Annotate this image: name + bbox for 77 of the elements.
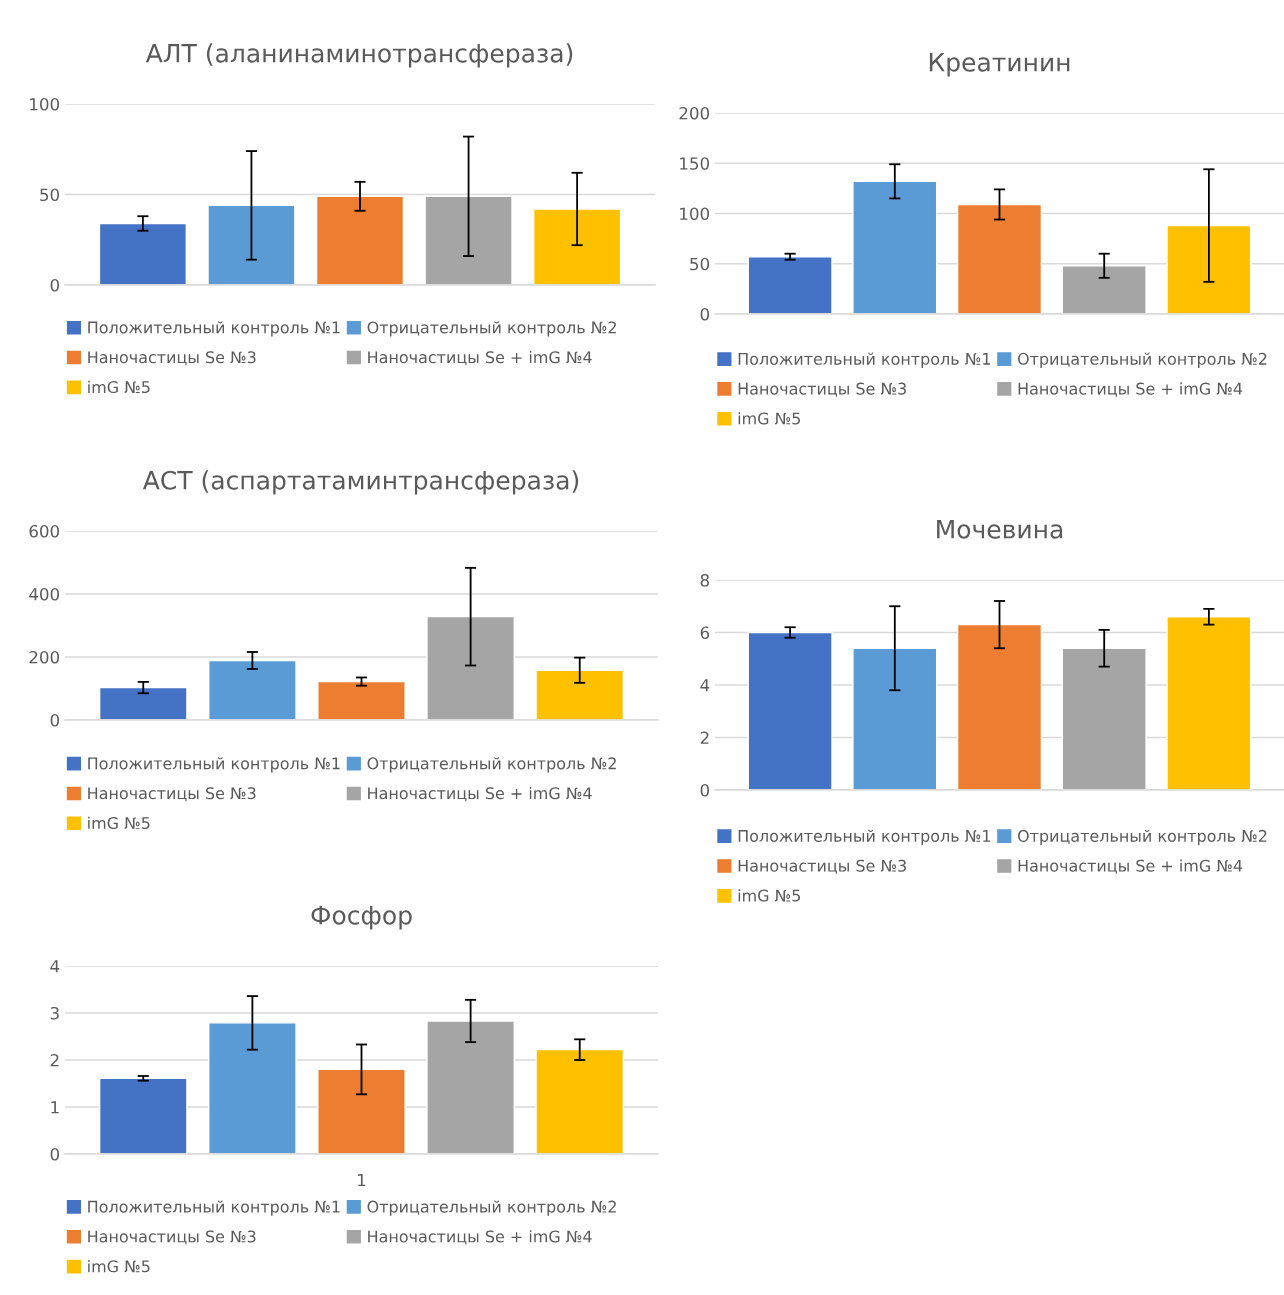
bar [852, 647, 938, 790]
y-tick-label: 150 [680, 157, 710, 170]
legend-label: Наночастицы Se + imG №4 [368, 350, 592, 366]
bar [852, 180, 938, 314]
bar [208, 1022, 297, 1154]
y-tick-label: 0 [50, 713, 60, 727]
chart-title: Фосфор [311, 906, 412, 930]
legend-label: Положительный контроль №1 [738, 352, 991, 368]
legend-label: Положительный контроль №1 [88, 1200, 340, 1216]
legend-label: Положительный контроль №1 [88, 321, 340, 337]
legend-label: Отрицательный контроль №2 [367, 321, 616, 337]
y-tick-label: 1 [51, 1101, 59, 1114]
y-tick-label: 2 [50, 1053, 59, 1067]
bar [747, 256, 833, 314]
chart-title: Креатинин [929, 53, 1070, 77]
bar [1166, 224, 1252, 314]
legend-label: Положительный контроль №1 [738, 829, 991, 846]
bar [426, 615, 515, 720]
y-tick-label: 0 [50, 1147, 60, 1161]
y-tick-label: 3 [50, 1006, 59, 1020]
bar [533, 208, 622, 285]
legend-label: Наночастицы Se №3 [738, 382, 906, 397]
chart-title: АЛТ (аланинаминотрансфераза) [145, 43, 573, 68]
legend-label: imG №5 [88, 816, 150, 830]
bar [1061, 647, 1147, 790]
legend-label: imG №5 [738, 889, 800, 902]
y-tick-label: 4 [700, 679, 710, 692]
bar [315, 195, 405, 285]
y-tick-label: 200 [679, 106, 710, 120]
bar [747, 631, 833, 790]
legend-label: Отрицательный контроль №2 [1017, 829, 1267, 846]
y-tick-label: 4 [50, 960, 60, 973]
bar [535, 669, 625, 720]
bar [207, 204, 296, 285]
legend-label: Наночастицы Se + imG №4 [368, 1230, 592, 1245]
y-tick-label: 100 [30, 97, 60, 111]
legend-label: Положительный контроль №1 [88, 757, 340, 773]
legend-label: Наночастицы Se №3 [88, 1230, 256, 1245]
legend-label: imG №5 [88, 1260, 150, 1273]
bar [535, 1048, 625, 1154]
legend-label: imG №5 [88, 380, 150, 394]
legend-label: Наночастицы Se + imG №4 [1018, 382, 1243, 397]
y-tick-label: 6 [700, 626, 710, 640]
y-tick-label: 50 [40, 188, 60, 202]
bar [426, 1020, 515, 1154]
y-tick-label: 8 [700, 573, 709, 587]
y-tick-label: 200 [29, 650, 60, 664]
bar [208, 659, 297, 720]
bar [317, 680, 406, 720]
legend-label: Наночастицы Se №3 [88, 787, 256, 802]
bar [317, 1068, 406, 1154]
chart-title: АСТ (аспартатаминтрансфераза) [142, 470, 579, 495]
chart-title: Мочевина [937, 520, 1063, 539]
bar [956, 203, 1043, 314]
bar [1166, 616, 1252, 790]
y-tick-label: 0 [700, 307, 710, 321]
y-tick-label: 2 [700, 731, 709, 744]
legend-label: Отрицательный контроль №2 [367, 1200, 616, 1216]
bar [956, 623, 1043, 790]
legend-label: Наночастицы Se + imG №4 [368, 786, 592, 802]
legend-label: Наночастицы Se №3 [88, 351, 256, 366]
bar [424, 195, 513, 285]
bar [1061, 265, 1147, 314]
bar [98, 686, 188, 720]
legend-label: Отрицательный контроль №2 [1017, 352, 1267, 368]
legend-label: imG №5 [738, 412, 800, 425]
legend-label: Отрицательный контроль №2 [367, 757, 616, 773]
y-tick-label: 0 [50, 278, 60, 292]
y-tick-label: 600 [29, 524, 60, 538]
legend-label: Наночастицы Se №3 [738, 859, 906, 874]
y-tick-label: 400 [29, 587, 60, 601]
y-tick-label: 100 [680, 207, 710, 221]
y-tick-label: 0 [700, 783, 710, 797]
bar [98, 1077, 188, 1154]
y-tick-label: 50 [690, 257, 710, 271]
legend-label: Наночастицы Se + imG №4 [1018, 859, 1243, 874]
bar [98, 222, 187, 285]
